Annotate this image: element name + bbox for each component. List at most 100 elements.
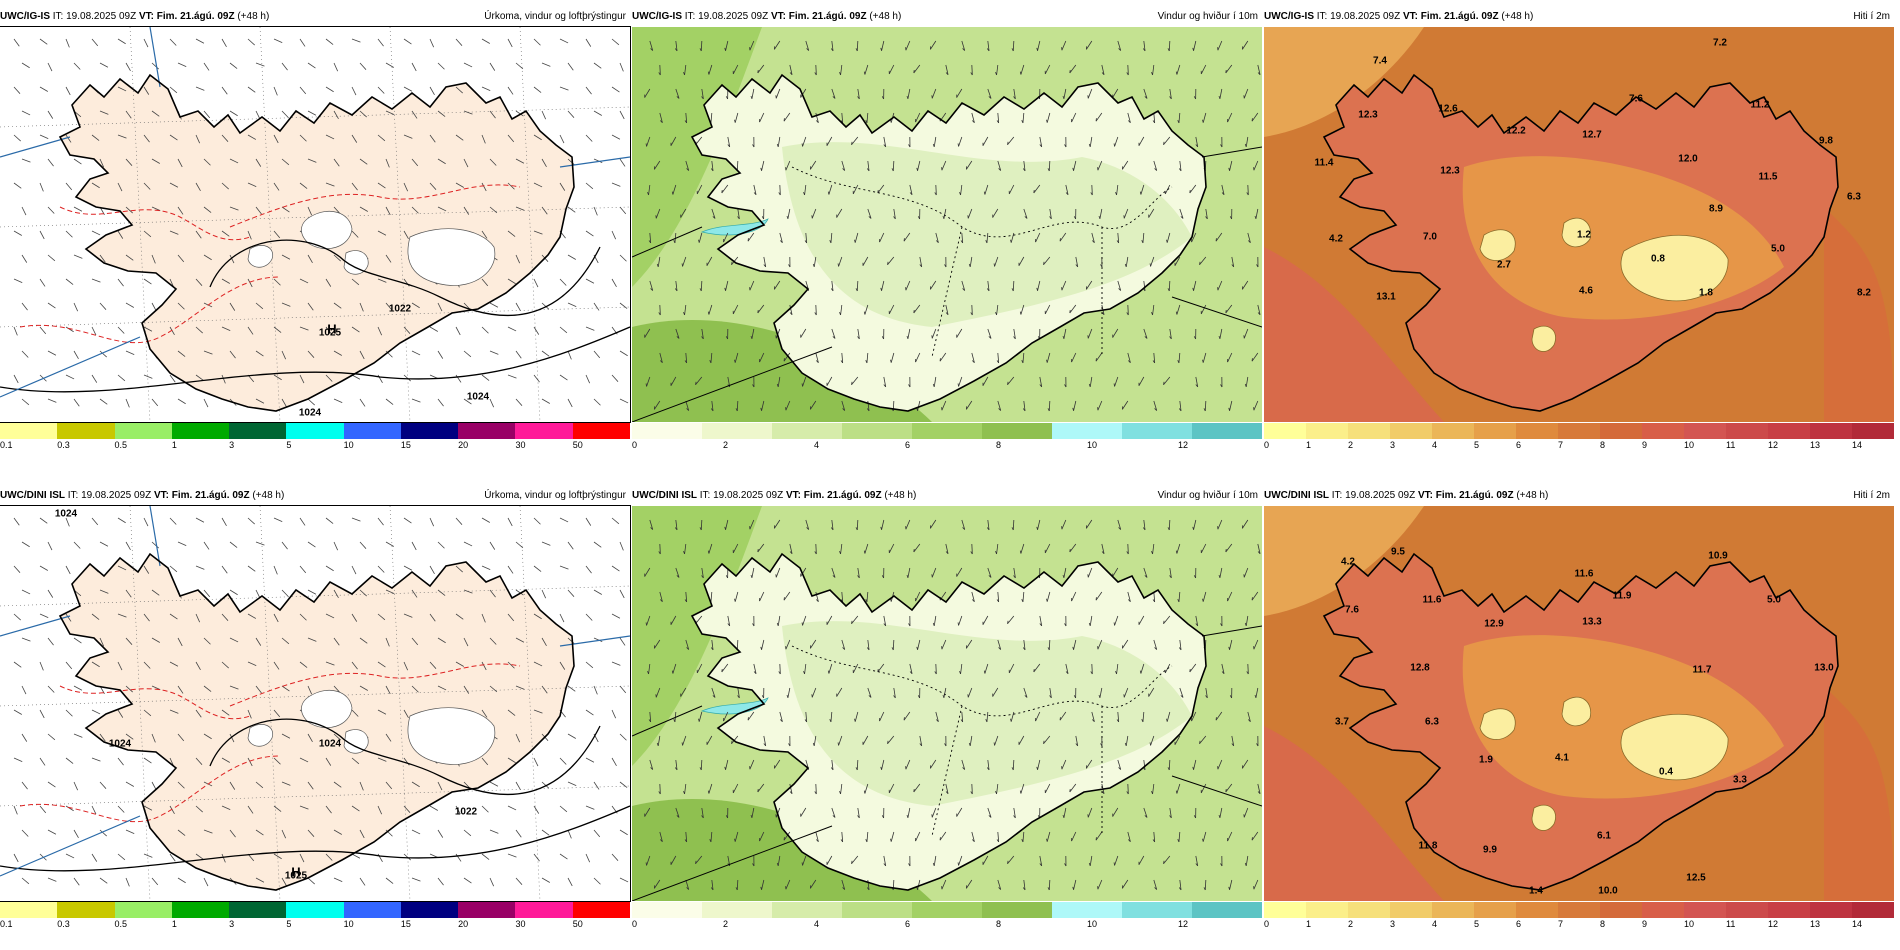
wind-barb (99, 781, 107, 789)
temp-map: 7.2 7.4 12.3 12.6 7.6 11.2 12.2 12.7 9.8 11.4 12.3… (1264, 27, 1894, 422)
wind-arrow-head (839, 790, 841, 795)
wind-barb (247, 38, 255, 46)
wind-barb (489, 398, 495, 408)
wind-arrow-head (658, 551, 661, 555)
wind-arrow (1217, 40, 1223, 51)
wind-barb (463, 877, 472, 884)
region-boundary (931, 705, 1103, 837)
iceland-coastline (58, 552, 575, 891)
wind-barb (463, 637, 469, 647)
wind-barb (533, 661, 543, 667)
wind-arrow (1164, 184, 1171, 195)
wind-barb (143, 517, 149, 527)
wind-barb (359, 877, 366, 886)
wind-arrow-head (776, 383, 779, 388)
wind-arrow (913, 543, 921, 553)
wind-barb (47, 589, 54, 598)
wind-arrow-head (709, 839, 712, 843)
wind-arrow (696, 663, 703, 674)
wind-barb (533, 182, 543, 188)
wind-barb (39, 278, 46, 287)
legend-swatch (515, 902, 573, 918)
wind-arrow (1022, 591, 1025, 602)
wind-barb (91, 182, 100, 189)
wind-barb (299, 134, 307, 142)
wind-barb (455, 326, 461, 336)
legend-swatch (286, 902, 344, 918)
wind-arrow (1022, 831, 1025, 842)
wind-arrow-head (1043, 740, 1045, 744)
lead-time: (+48 h) (869, 11, 902, 22)
wind-barb (411, 685, 419, 693)
wind-arrow-head (1047, 887, 1050, 891)
wind-barb (585, 517, 592, 526)
it-label: IT: (1316, 11, 1328, 22)
temperature-label: 8.9 (1709, 203, 1723, 215)
wind-arrow-head (1202, 119, 1204, 123)
wind-barb (533, 565, 542, 572)
wind-barb (507, 38, 513, 48)
wind-barb (65, 613, 72, 622)
legend-tick-label: 0 (1264, 919, 1270, 929)
region-boundary (791, 645, 1173, 717)
wind-barb (65, 661, 73, 670)
wind-arrow (1061, 759, 1067, 770)
wind-arrow-head (648, 240, 652, 244)
wind-barb (619, 781, 628, 788)
wind-barb (325, 278, 332, 287)
wind-arrow-head (919, 264, 923, 268)
wind-arrow (1086, 40, 1093, 50)
region-boundary (931, 226, 1103, 358)
legend-tick-label: 0.3 (57, 440, 70, 450)
wind-arrow (1217, 280, 1223, 291)
boundary-line (149, 506, 161, 567)
wind-arrow-head (970, 72, 973, 76)
wind-arrow (670, 376, 677, 386)
wind-barb (619, 62, 624, 72)
wind-arrow-head (1088, 622, 1091, 627)
wind-arrow (931, 567, 937, 578)
wind-arrow-head (891, 168, 894, 172)
wind-arrow (1033, 184, 1041, 194)
wind-arrow-head (650, 288, 654, 291)
wind-arrow (1204, 879, 1207, 891)
wind-arrow-head (725, 815, 728, 819)
wind-arrow (659, 352, 663, 363)
wind-barb (411, 398, 421, 403)
wind-barb (507, 326, 517, 332)
wind-barb (143, 757, 152, 764)
wind-arrow-head (959, 191, 961, 196)
legend-tick-label: 1 (1306, 919, 1312, 929)
legend-tick-label: 5 (286, 919, 292, 929)
wind-barb (307, 350, 315, 358)
wind-barb (585, 230, 594, 237)
wind-barb (255, 685, 262, 694)
glacier-cold-area (1479, 708, 1516, 740)
wind-arrow (1012, 519, 1015, 531)
wind-arrow (1255, 208, 1259, 219)
wind-arrow-head (1047, 647, 1050, 651)
wind-arrow-head (985, 240, 988, 244)
wind-barb (221, 613, 229, 621)
wind-barb (411, 62, 417, 72)
wind-barb (21, 637, 31, 642)
wind-arrow (1200, 543, 1207, 554)
wind-barb (13, 326, 18, 336)
wind-barb (507, 757, 516, 764)
wind-arrow (1046, 831, 1051, 842)
wind-arrow (711, 160, 714, 171)
wind-barb (403, 86, 413, 92)
wind-arrow (1191, 232, 1197, 243)
wind-barb (299, 517, 306, 526)
wind-arrow-head (1139, 191, 1142, 195)
wind-barb (143, 182, 151, 190)
wind-barb (619, 206, 627, 215)
wind-barb (585, 661, 594, 669)
wind-arrow-head (761, 695, 764, 699)
wind-barb (247, 278, 253, 288)
wind-arrow (961, 280, 966, 291)
legend-tick-label: 0 (632, 440, 638, 450)
temperature-contour (19, 276, 281, 344)
wind-arrow (996, 64, 999, 75)
wind-arrow (1023, 208, 1028, 219)
